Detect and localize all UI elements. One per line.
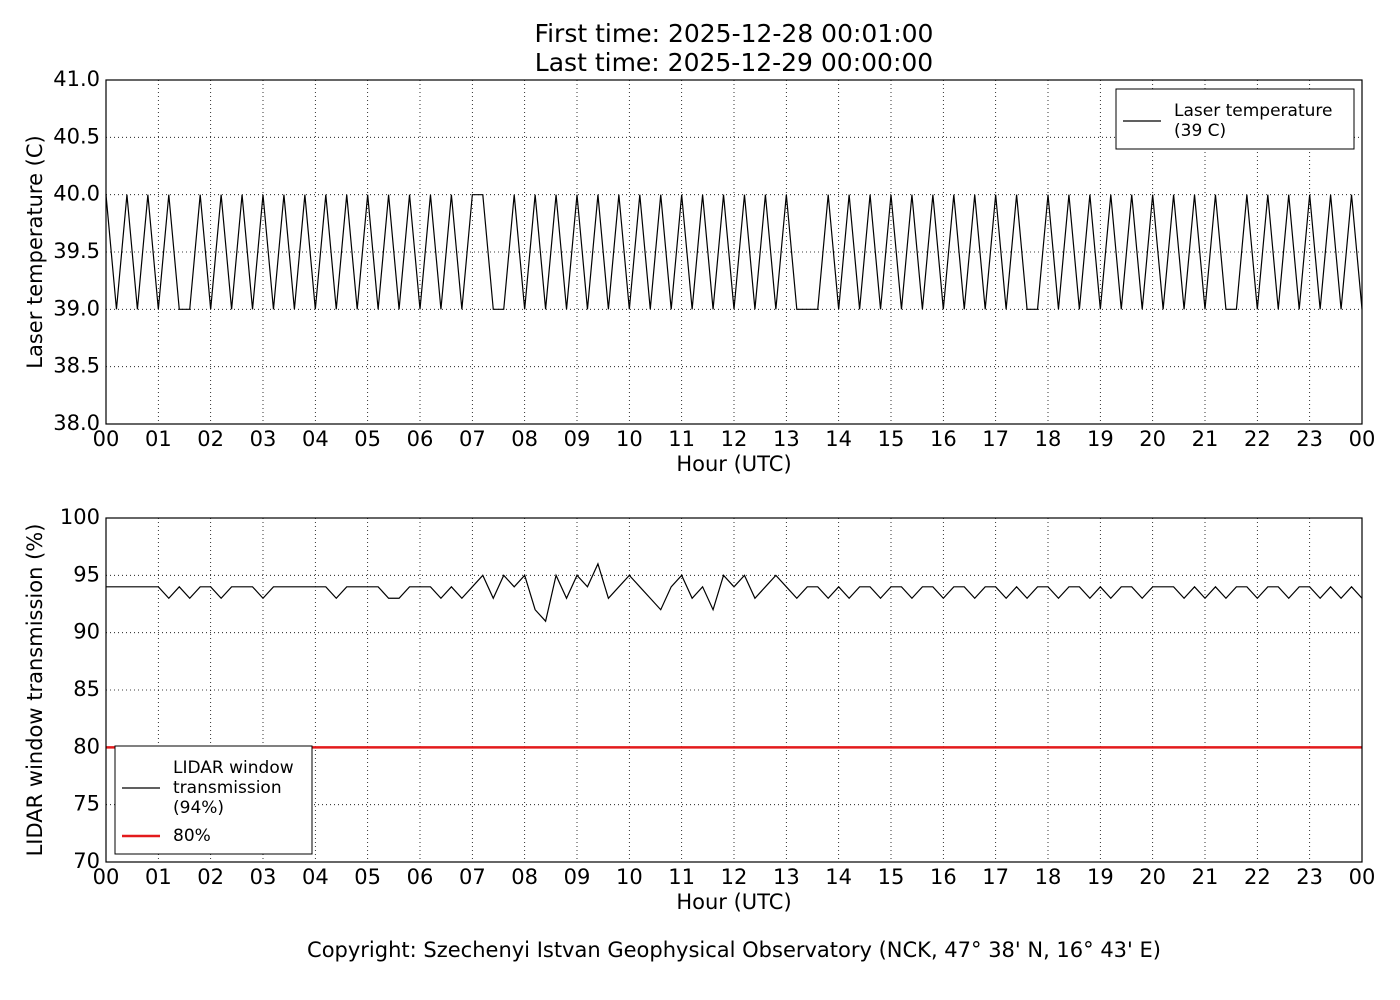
x-axis-label: Hour (UTC) bbox=[676, 452, 791, 476]
y-tick-label: 40.5 bbox=[53, 124, 100, 148]
x-tick-label: 18 bbox=[1035, 427, 1062, 451]
legend-label: 80% bbox=[173, 826, 211, 846]
y-tick-label: 38.5 bbox=[53, 354, 100, 378]
x-tick-label: 20 bbox=[1139, 427, 1166, 451]
y-axis-label: LIDAR window transmission (%) bbox=[23, 524, 47, 857]
x-tick-label: 01 bbox=[145, 427, 172, 451]
x-tick-label: 15 bbox=[878, 427, 905, 451]
x-tick-label: 08 bbox=[511, 427, 538, 451]
data-line bbox=[106, 562, 1363, 623]
title-line: First time: 2025-12-28 00:01:00 bbox=[535, 19, 934, 48]
x-tick-label: 01 bbox=[145, 865, 172, 889]
x-tick-label: 04 bbox=[302, 865, 329, 889]
x-tick-label: 08 bbox=[511, 865, 538, 889]
x-tick-label: 13 bbox=[773, 427, 800, 451]
x-tick-label: 09 bbox=[564, 427, 591, 451]
x-tick-label: 15 bbox=[878, 865, 905, 889]
x-tick-label: 04 bbox=[302, 427, 329, 451]
y-tick-label: 95 bbox=[73, 562, 100, 586]
x-tick-label: 22 bbox=[1244, 865, 1271, 889]
x-tick-label: 16 bbox=[930, 865, 957, 889]
y-tick-label: 85 bbox=[73, 677, 100, 701]
x-axis-label: Hour (UTC) bbox=[676, 890, 791, 914]
x-tick-label: 07 bbox=[459, 865, 486, 889]
x-tick-label: 00 bbox=[93, 427, 120, 451]
x-tick-label: 20 bbox=[1139, 865, 1166, 889]
y-tick-label: 39.5 bbox=[53, 239, 100, 263]
plot-frame bbox=[105, 79, 1363, 425]
x-tick-label: 21 bbox=[1192, 427, 1219, 451]
x-tick-label: 02 bbox=[197, 865, 224, 889]
title-line: Last time: 2025-12-29 00:00:00 bbox=[535, 48, 933, 77]
x-tick-label: 13 bbox=[773, 865, 800, 889]
y-tick-label: 39.0 bbox=[53, 296, 100, 320]
x-tick-label: 19 bbox=[1087, 865, 1114, 889]
x-tick-label: 05 bbox=[354, 865, 381, 889]
y-tick-label: 90 bbox=[73, 620, 100, 644]
x-tick-label: 00 bbox=[1349, 427, 1376, 451]
x-tick-label: 17 bbox=[982, 865, 1009, 889]
x-tick-label: 16 bbox=[930, 427, 957, 451]
y-axis-label: Laser temperature (C) bbox=[23, 135, 47, 368]
y-tick-label: 100 bbox=[60, 505, 100, 529]
x-tick-label: 06 bbox=[407, 427, 434, 451]
x-tick-label: 10 bbox=[616, 865, 643, 889]
x-tick-label: 03 bbox=[250, 427, 277, 451]
x-tick-label: 19 bbox=[1087, 427, 1114, 451]
y-tick-label: 41.0 bbox=[53, 67, 100, 91]
x-tick-label: 21 bbox=[1192, 865, 1219, 889]
legend-label: LIDAR window transmission (94%) bbox=[173, 758, 294, 818]
x-tick-label: 23 bbox=[1296, 865, 1323, 889]
y-tick-label: 70 bbox=[73, 849, 100, 873]
x-tick-label: 12 bbox=[721, 427, 748, 451]
x-tick-label: 00 bbox=[93, 865, 120, 889]
x-tick-label: 18 bbox=[1035, 865, 1062, 889]
x-tick-label: 11 bbox=[668, 427, 695, 451]
x-tick-label: 14 bbox=[825, 865, 852, 889]
x-tick-label: 00 bbox=[1349, 865, 1376, 889]
data-line bbox=[105, 194, 1363, 310]
y-tick-label: 80 bbox=[73, 734, 100, 758]
x-tick-label: 09 bbox=[564, 865, 591, 889]
y-tick-label: 40.0 bbox=[53, 182, 100, 206]
x-tick-label: 22 bbox=[1244, 427, 1271, 451]
x-tick-label: 02 bbox=[197, 427, 224, 451]
x-tick-label: 23 bbox=[1296, 427, 1323, 451]
x-tick-label: 14 bbox=[825, 427, 852, 451]
x-tick-label: 17 bbox=[982, 427, 1009, 451]
legend-box bbox=[1115, 88, 1355, 150]
x-tick-label: 05 bbox=[354, 427, 381, 451]
legend-label: Laser temperature (39 C) bbox=[1174, 101, 1332, 141]
x-tick-label: 07 bbox=[459, 427, 486, 451]
footer: Copyright: Szechenyi Istvan Geophysical … bbox=[307, 938, 1161, 962]
x-tick-label: 10 bbox=[616, 427, 643, 451]
x-tick-label: 12 bbox=[721, 865, 748, 889]
x-tick-label: 06 bbox=[407, 865, 434, 889]
y-tick-label: 38.0 bbox=[53, 411, 100, 435]
x-tick-label: 03 bbox=[250, 865, 277, 889]
x-tick-label: 11 bbox=[668, 865, 695, 889]
y-tick-label: 75 bbox=[73, 792, 100, 816]
plot-frame bbox=[105, 517, 1363, 863]
